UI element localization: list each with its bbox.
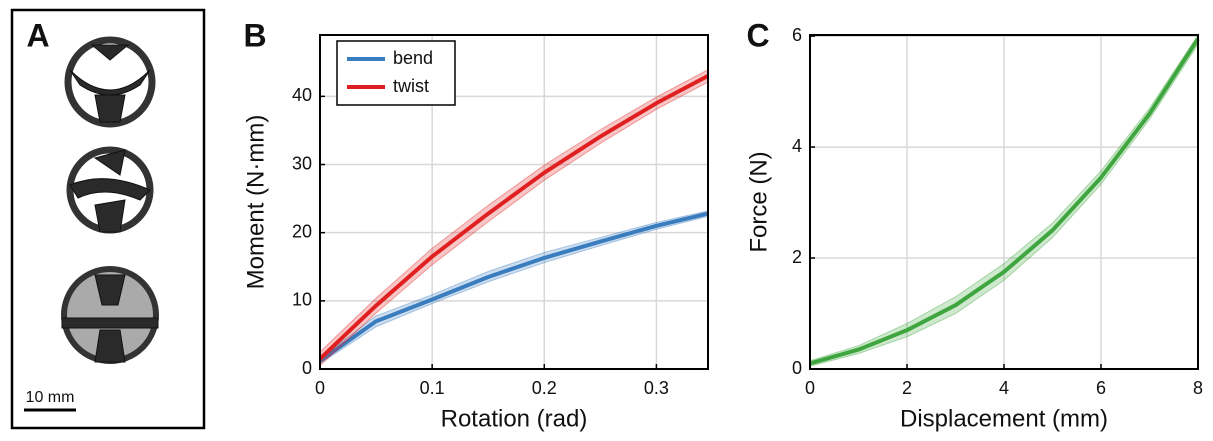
plot-frame (809, 34, 1199, 370)
x-axis-label: Displacement (mm) (900, 405, 1108, 432)
panel-label: B (243, 17, 266, 53)
y-tick-label: 2 (792, 247, 802, 267)
y-tick-label: 30 (292, 153, 312, 173)
legend-label: twist (393, 76, 429, 96)
y-axis-label: Moment (N·mm) (242, 115, 269, 290)
x-tick-label: 4 (999, 378, 1009, 398)
y-tick-label: 4 (792, 136, 802, 156)
line (809, 37, 1200, 366)
photo (61, 36, 159, 364)
plot-frame (319, 34, 709, 370)
x-tick-label: 0 (315, 378, 325, 398)
y-tick-label: 0 (792, 358, 802, 378)
x-tick-label: 6 (1096, 378, 1106, 398)
panel-a-frame (10, 8, 206, 430)
y-tick-label: 10 (292, 290, 312, 310)
panel-label: C (746, 17, 769, 53)
x-tick-label: 8 (1193, 378, 1203, 398)
line (318, 211, 709, 363)
x-tick-label: 0.1 (420, 378, 445, 398)
y-tick-label: 40 (292, 85, 312, 105)
y-tick-label: 6 (792, 25, 802, 45)
x-tick-label: 0.3 (644, 378, 669, 398)
scale-bar-label: 10 mm (26, 389, 75, 406)
x-axis-label: Rotation (rad) (441, 405, 588, 432)
x-tick-label: 0 (805, 378, 815, 398)
x-tick-label: 0.2 (532, 378, 557, 398)
y-tick-label: 20 (292, 221, 312, 241)
legend-label: bend (393, 48, 433, 68)
confidence-band (319, 210, 709, 365)
legend-box (336, 40, 456, 106)
y-tick-label: 0 (302, 358, 312, 378)
line (318, 74, 709, 361)
x-tick-label: 2 (902, 378, 912, 398)
panel-label: A (26, 17, 49, 53)
y-axis-label: Force (N) (745, 151, 772, 252)
